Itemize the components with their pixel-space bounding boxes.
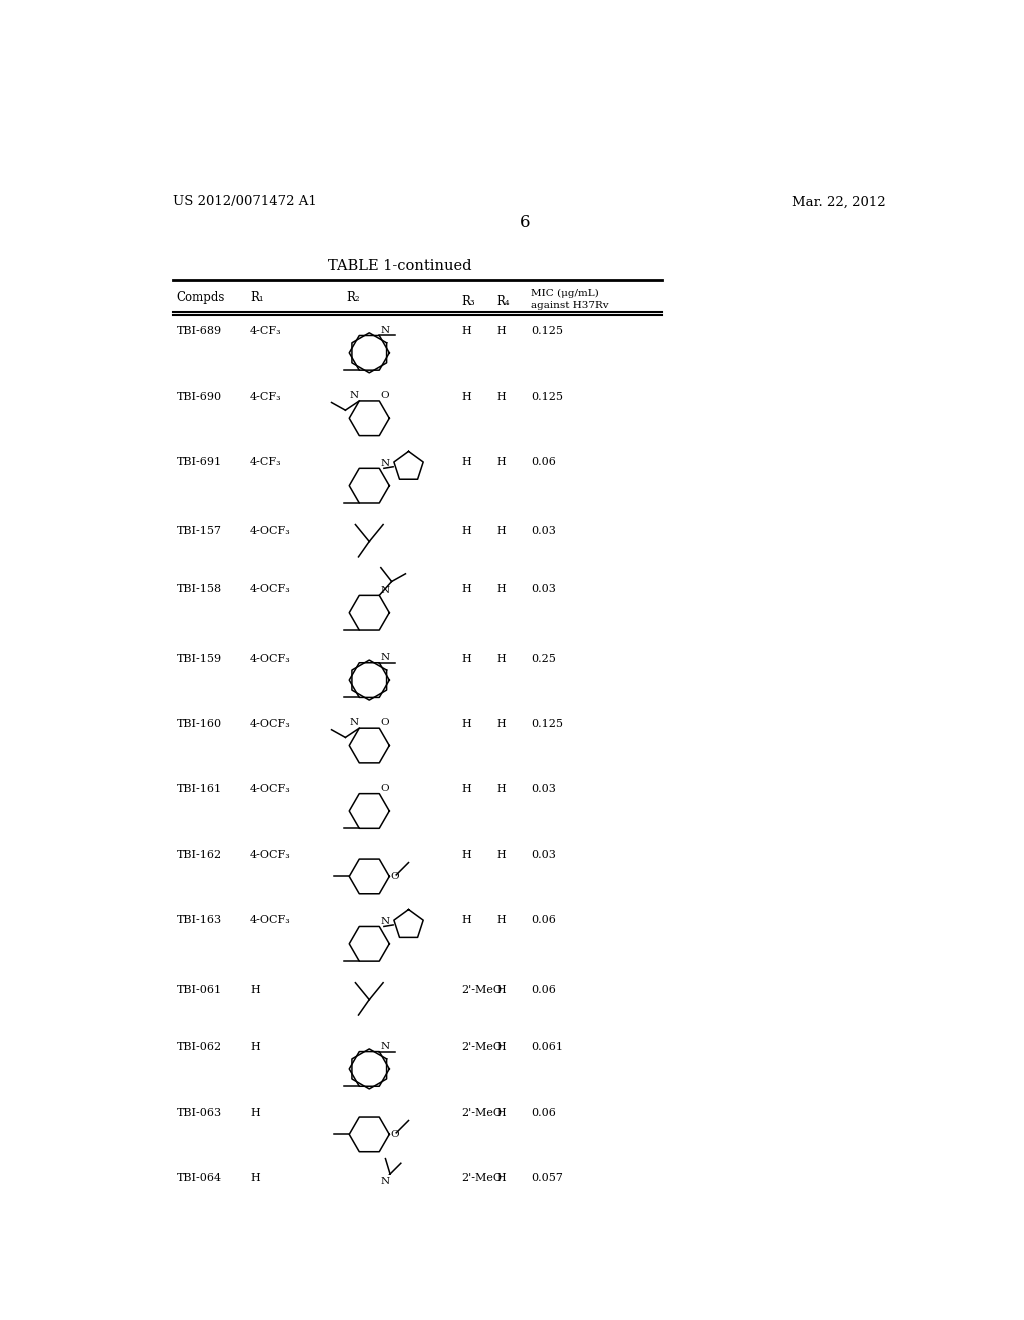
Text: 4-OCF₃: 4-OCF₃ [250,527,291,536]
Text: 0.25: 0.25 [531,653,556,664]
Text: TBI-159: TBI-159 [177,653,222,664]
Text: H: H [462,784,471,795]
Text: N: N [380,586,389,594]
Text: R₂: R₂ [346,290,359,304]
Text: 4-OCF₃: 4-OCF₃ [250,719,291,729]
Text: H: H [462,527,471,536]
Text: TBI-158: TBI-158 [177,585,222,594]
Text: H: H [250,1173,260,1183]
Text: 4-OCF₃: 4-OCF₃ [250,915,291,925]
Text: R₄: R₄ [497,294,510,308]
Text: N: N [381,653,390,661]
Text: 0.125: 0.125 [531,719,563,729]
Text: N: N [381,1041,390,1051]
Text: H: H [462,653,471,664]
Text: 0.03: 0.03 [531,784,556,795]
Text: H: H [497,326,506,337]
Text: TBI-690: TBI-690 [177,392,222,401]
Text: 4-OCF₃: 4-OCF₃ [250,784,291,795]
Text: TBI-160: TBI-160 [177,719,222,729]
Text: H: H [497,585,506,594]
Text: MIC (μg/mL)
against H37Rv: MIC (μg/mL) against H37Rv [531,289,608,310]
Text: 0.125: 0.125 [531,392,563,401]
Text: 2'-MeO: 2'-MeO [462,985,503,994]
Text: H: H [497,392,506,401]
Text: N: N [349,718,358,727]
Text: N: N [380,1176,389,1185]
Text: 0.06: 0.06 [531,915,556,925]
Text: N: N [380,458,389,467]
Text: TBI-689: TBI-689 [177,326,222,337]
Text: TBI-162: TBI-162 [177,850,222,859]
Text: H: H [462,457,471,467]
Text: H: H [462,326,471,337]
Text: R₁: R₁ [250,290,263,304]
Text: H: H [497,457,506,467]
Text: H: H [497,915,506,925]
Text: 0.125: 0.125 [531,326,563,337]
Text: O: O [381,784,389,793]
Text: N: N [380,916,389,925]
Text: H: H [497,985,506,994]
Text: 0.06: 0.06 [531,457,556,467]
Text: 4-OCF₃: 4-OCF₃ [250,585,291,594]
Text: 0.03: 0.03 [531,850,556,859]
Text: Mar. 22, 2012: Mar. 22, 2012 [792,195,885,209]
Text: H: H [497,719,506,729]
Text: TBI-062: TBI-062 [177,1043,222,1052]
Text: TBI-063: TBI-063 [177,1107,222,1118]
Text: H: H [497,1107,506,1118]
Text: N: N [381,326,390,335]
Text: H: H [462,585,471,594]
Text: TABLE 1-continued: TABLE 1-continued [329,259,472,272]
Text: US 2012/0071472 A1: US 2012/0071472 A1 [173,195,316,209]
Text: TBI-161: TBI-161 [177,784,222,795]
Text: H: H [462,915,471,925]
Text: O: O [381,718,389,727]
Text: R₃: R₃ [462,294,475,308]
Text: O: O [391,873,399,880]
Text: H: H [462,392,471,401]
Text: 2'-MeO: 2'-MeO [462,1043,503,1052]
Text: 0.03: 0.03 [531,585,556,594]
Text: TBI-061: TBI-061 [177,985,222,994]
Text: H: H [462,719,471,729]
Text: TBI-691: TBI-691 [177,457,222,467]
Text: 0.057: 0.057 [531,1173,563,1183]
Text: 2'-MeO: 2'-MeO [462,1173,503,1183]
Text: H: H [250,985,260,994]
Text: 4-CF₃: 4-CF₃ [250,457,282,467]
Text: H: H [250,1107,260,1118]
Text: 2'-MeO: 2'-MeO [462,1107,503,1118]
Text: H: H [497,653,506,664]
Text: 4-CF₃: 4-CF₃ [250,326,282,337]
Text: O: O [391,1130,399,1139]
Text: H: H [497,784,506,795]
Text: TBI-157: TBI-157 [177,527,222,536]
Text: TBI-064: TBI-064 [177,1173,222,1183]
Text: 0.061: 0.061 [531,1043,563,1052]
Text: H: H [250,1043,260,1052]
Text: H: H [497,1173,506,1183]
Text: TBI-163: TBI-163 [177,915,222,925]
Text: O: O [381,391,389,400]
Text: 0.06: 0.06 [531,1107,556,1118]
Text: 4-CF₃: 4-CF₃ [250,392,282,401]
Text: N: N [349,391,358,400]
Text: 0.03: 0.03 [531,527,556,536]
Text: H: H [497,850,506,859]
Text: 4-OCF₃: 4-OCF₃ [250,850,291,859]
Text: H: H [462,850,471,859]
Text: 0.06: 0.06 [531,985,556,994]
Text: 6: 6 [519,214,530,231]
Text: H: H [497,527,506,536]
Text: Compds: Compds [177,290,225,304]
Text: H: H [497,1043,506,1052]
Text: 4-OCF₃: 4-OCF₃ [250,653,291,664]
